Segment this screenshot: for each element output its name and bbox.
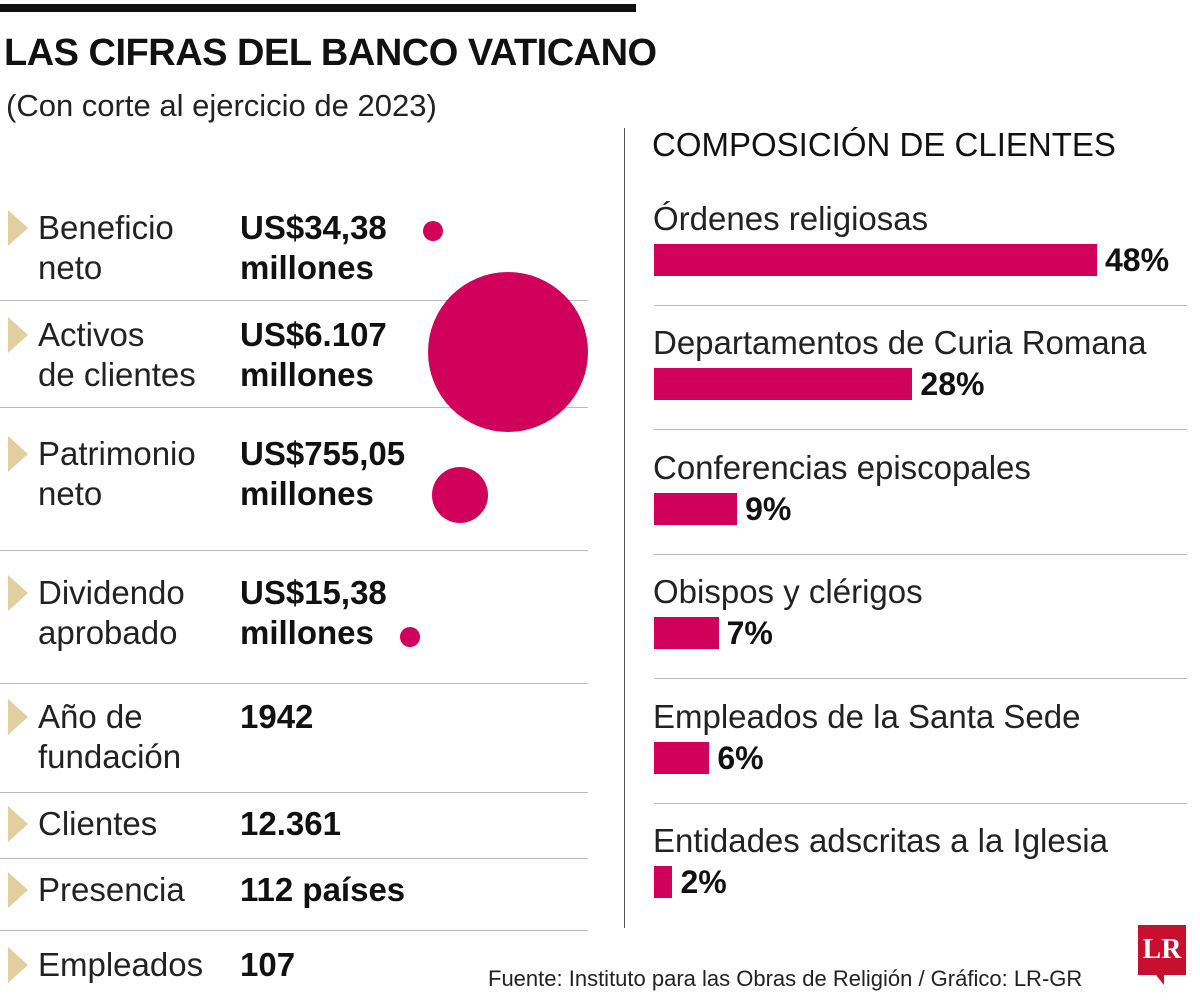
bar-separator	[654, 429, 1187, 431]
stat-row: Empleados 107	[0, 945, 588, 1001]
stat-value: 107	[240, 946, 296, 983]
row-separator	[0, 858, 588, 859]
bar-value-label: 2%	[680, 864, 727, 900]
amount-bubble	[423, 221, 443, 241]
marker-triangle-icon	[8, 699, 28, 735]
bar-value-label: 6%	[717, 739, 764, 776]
bar-separator	[654, 553, 1187, 555]
stat-value: US$6.107	[240, 316, 387, 353]
stat-label: Clientes	[38, 805, 158, 842]
stat-row: Patrimonio neto US$755,05 millones	[0, 434, 588, 524]
amount-bubble	[431, 466, 489, 524]
stat-value: 12.361	[240, 805, 341, 842]
bar	[654, 244, 1097, 276]
bar-value-label: 7%	[726, 615, 773, 652]
stat-label-line2: neto	[38, 475, 103, 512]
bar	[654, 741, 710, 774]
stat-label: Beneficio	[38, 209, 174, 246]
stat-value: 112 países	[240, 871, 406, 908]
top-rule	[0, 4, 636, 12]
bar-category-label: Empleados de la Santa Sede	[653, 697, 1081, 735]
bar-category-label: Órdenes religiosas	[653, 200, 929, 237]
bar-separator	[654, 802, 1187, 804]
chart-title: COMPOSICIÓN DE CLIENTES	[652, 126, 1116, 163]
marker-triangle-icon	[8, 436, 28, 472]
stat-label-line2: neto	[38, 249, 103, 286]
stat-value-unit: millones	[240, 614, 374, 651]
stat-value-unit: millones	[240, 356, 374, 393]
marker-triangle-icon	[8, 806, 28, 842]
stat-value-unit: millones	[240, 249, 374, 286]
vertical-divider	[624, 128, 625, 928]
amount-bubble	[400, 627, 420, 647]
stat-row: Beneficio neto US$34,38 millones	[0, 208, 588, 298]
bar-category-label: Departamentos de Curia Romana	[653, 324, 1147, 362]
stat-value: US$15,38	[240, 574, 387, 611]
stat-label: Año de	[38, 698, 143, 735]
marker-triangle-icon	[8, 872, 28, 908]
stat-label: Activos	[38, 316, 145, 353]
bar	[654, 492, 738, 525]
stat-label: Presencia	[38, 871, 185, 908]
bar-value-label: 28%	[920, 366, 985, 403]
stat-label: Patrimonio	[38, 435, 196, 472]
bar-category-label: Obispos y clérigos	[653, 573, 923, 611]
marker-triangle-icon	[8, 317, 28, 353]
stat-value: 1942	[240, 698, 314, 735]
bar	[654, 368, 913, 401]
row-separator	[0, 550, 588, 551]
amount-bubble	[428, 272, 588, 432]
stat-label: Dividendo	[38, 574, 185, 611]
stat-label-line2: aprobado	[38, 614, 178, 651]
bar-category-label: Conferencias episcopales	[653, 448, 1031, 486]
bar-separator	[654, 305, 1187, 306]
marker-triangle-icon	[8, 210, 28, 246]
row-separator	[0, 407, 588, 408]
bar	[654, 617, 719, 650]
stat-label-line2: de clientes	[38, 356, 196, 393]
lr-logo: LR	[1138, 925, 1186, 985]
stat-row: Año de fundación 1942	[0, 697, 588, 787]
stat-value-unit: millones	[240, 475, 374, 512]
stat-label-line2: fundación	[38, 738, 182, 775]
source-note: Fuente: Instituto para las Obras de Reli…	[488, 966, 1083, 991]
marker-triangle-icon	[8, 575, 28, 611]
bar-value-label: 9%	[745, 490, 792, 527]
page-subtitle: (Con corte al ejercicio de 2023)	[6, 88, 437, 123]
row-separator	[0, 792, 588, 793]
stat-row: Presencia 112 países	[0, 870, 588, 960]
stat-value: US$34,38	[240, 209, 387, 246]
page-title: LAS CIFRAS DEL BANCO VATICANO	[4, 32, 657, 74]
row-separator	[0, 930, 588, 931]
row-separator	[0, 300, 588, 301]
stat-label: Empleados	[38, 946, 204, 983]
marker-triangle-icon	[8, 947, 28, 983]
stat-value: US$755,05	[240, 435, 406, 472]
stat-row: Dividendo aprobado US$15,38 millones	[0, 573, 588, 663]
bar	[654, 866, 673, 898]
bar-value-label: 48%	[1105, 242, 1170, 278]
stat-row: Clientes 12.361	[0, 804, 588, 894]
bar-separator	[654, 678, 1187, 680]
stat-row: Activos de clientes US$6.107 millones	[0, 315, 588, 405]
row-separator	[0, 683, 588, 684]
bar-category-label: Entidades adscritas a la Iglesia	[653, 822, 1108, 859]
